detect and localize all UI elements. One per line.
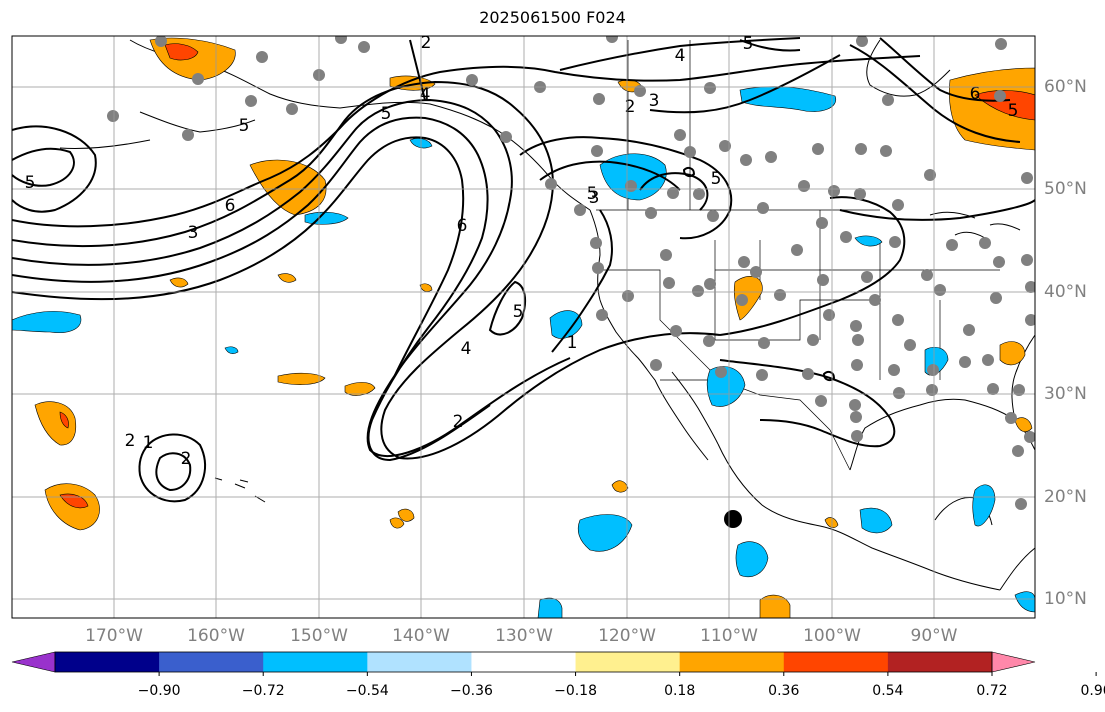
- contour-lines: [12, 37, 1035, 503]
- map-frame: [11, 35, 1036, 619]
- contour-label: 4: [675, 46, 686, 66]
- contour-label: 5: [381, 104, 392, 124]
- lon-label: 110°W: [700, 626, 758, 646]
- contour-label: 5: [587, 184, 598, 204]
- colorbar-tick-label: 0.72: [976, 683, 1008, 699]
- contour-label: 5: [743, 34, 754, 54]
- contour-label: 4: [420, 85, 431, 105]
- lat-label: 20°N: [1044, 487, 1087, 507]
- contour-label: 2: [453, 412, 464, 432]
- contour-label: 3: [188, 223, 199, 243]
- contour-label: 4: [461, 339, 472, 359]
- lon-label: 90°W: [910, 626, 958, 646]
- colorbar-tick-label: 0.36: [768, 683, 800, 699]
- lat-label: 60°N: [1044, 77, 1087, 97]
- gridlines: [12, 36, 1035, 618]
- colorbar-segment: [679, 652, 785, 672]
- lon-label: 160°W: [187, 626, 245, 646]
- lat-label: 40°N: [1044, 282, 1087, 302]
- station-dots: [107, 36, 1035, 510]
- colorbar-tick-label: 0.18: [664, 683, 696, 699]
- colorbar-segment: [887, 652, 993, 672]
- colorbar-segment: [367, 652, 472, 672]
- political-borders: [596, 40, 1000, 471]
- colorbar-tick-label: −0.72: [241, 683, 285, 699]
- coastlines: [59, 39, 1035, 591]
- lon-label: 140°W: [392, 626, 450, 646]
- contour-label: 6: [225, 196, 236, 216]
- colorbar: [11, 651, 1097, 676]
- contour-label: 1: [143, 433, 154, 453]
- map-title: 2025061500 F024: [479, 8, 626, 27]
- colorbar-segment: [159, 652, 264, 672]
- colorbar-tick-label: −0.36: [449, 683, 493, 699]
- contour-label: 2: [421, 33, 432, 53]
- contour-label: 2: [125, 431, 136, 451]
- colorbar-segment: [55, 652, 160, 672]
- colorbar-max-extend: [991, 651, 1036, 673]
- lon-label: 170°W: [85, 626, 143, 646]
- contour-label: 5: [513, 302, 524, 322]
- contour-label: 1: [567, 333, 578, 353]
- colorbar-segment: [471, 652, 577, 672]
- contour-label: 2: [625, 97, 636, 117]
- contour-label: 5: [711, 169, 722, 189]
- lon-label: 150°W: [290, 626, 348, 646]
- colorbar-tick-label: 0.90: [1080, 683, 1105, 699]
- contour-label: 5: [1008, 101, 1019, 121]
- colorbar-min-extend: [11, 651, 56, 673]
- contour-label: 6: [970, 84, 981, 104]
- colorbar-tick-label: −0.54: [345, 683, 389, 699]
- lon-label: 130°W: [495, 626, 553, 646]
- colorbar-tick-label: −0.90: [137, 683, 181, 699]
- lon-label: 120°W: [598, 626, 656, 646]
- lat-label: 10°N: [1044, 589, 1087, 609]
- contour-label: 5: [25, 173, 36, 193]
- contour-label: 6: [457, 216, 468, 236]
- lon-label: 100°W: [803, 626, 861, 646]
- colorbar-tick-label: 0.54: [872, 683, 904, 699]
- contour-label: 5: [239, 116, 250, 136]
- highlight-station-dot: [724, 510, 742, 528]
- colorbar-segment: [575, 652, 681, 672]
- colorbar-segment: [263, 652, 368, 672]
- lat-label: 30°N: [1044, 384, 1087, 404]
- contour-label: 3: [649, 91, 660, 111]
- contour-label: 3: [589, 188, 600, 208]
- lat-label: 50°N: [1044, 179, 1087, 199]
- colorbar-outline: [54, 651, 993, 673]
- contour-label: 2: [181, 449, 192, 469]
- colorbar-tick-label: −0.18: [554, 683, 597, 699]
- colorbar-segment: [783, 652, 889, 672]
